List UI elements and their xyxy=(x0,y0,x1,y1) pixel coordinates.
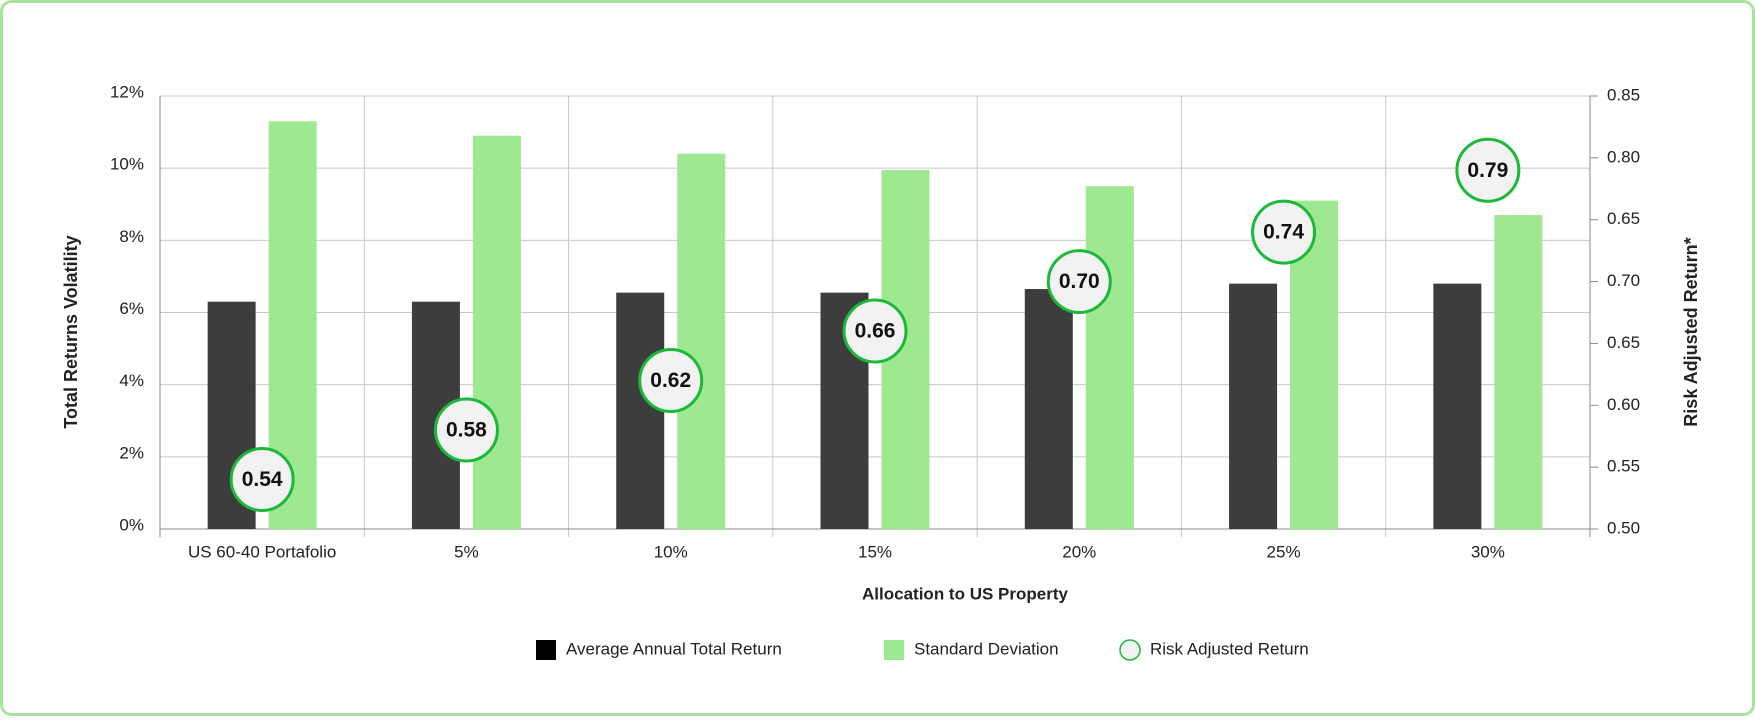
bar xyxy=(1024,289,1073,529)
legend-swatch xyxy=(884,640,904,660)
y-tick-label: 8% xyxy=(119,227,144,246)
risk-marker xyxy=(842,298,908,364)
bar xyxy=(1494,215,1543,529)
y2-tick-label: 0.65 xyxy=(1607,209,1640,228)
bar xyxy=(677,153,726,529)
x-tick-label: US 60-40 Portafolio xyxy=(188,542,336,561)
y2-tick-label: 0.50 xyxy=(1607,518,1640,537)
bar xyxy=(1229,283,1278,529)
y2-axis-title: Risk Adjusted Return* xyxy=(1681,237,1701,426)
y-tick-label: 2% xyxy=(119,443,144,462)
x-axis-title: Allocation to US Property xyxy=(862,584,1068,603)
data-label: 0.70 xyxy=(1059,270,1100,293)
bar xyxy=(472,135,521,530)
y2-tick-label: 0.80 xyxy=(1607,147,1640,166)
data-label: 0.58 xyxy=(446,419,487,442)
bar xyxy=(1085,186,1134,530)
y-tick-label: 10% xyxy=(110,155,144,174)
x-tick-label: 10% xyxy=(654,542,688,561)
y-tick-label: 6% xyxy=(119,299,144,318)
bar xyxy=(1433,283,1482,529)
y2-tick-label: 0.60 xyxy=(1607,395,1640,414)
y-tick-label: 12% xyxy=(110,82,144,101)
data-label: 0.62 xyxy=(650,369,691,392)
risk-marker xyxy=(1046,249,1112,315)
legend-swatch xyxy=(1119,639,1141,661)
x-tick-label: 15% xyxy=(858,542,892,561)
data-label: 0.66 xyxy=(855,320,896,343)
risk-marker xyxy=(1455,137,1521,203)
data-label: 0.79 xyxy=(1467,159,1508,182)
x-tick-label: 5% xyxy=(454,542,479,561)
y2-tick-label: 0.65 xyxy=(1607,333,1640,352)
risk-marker xyxy=(433,397,499,463)
legend-label: Average Annual Total Return xyxy=(566,639,782,658)
legend-swatch xyxy=(536,640,556,660)
risk-marker xyxy=(638,348,704,414)
x-tick-label: 25% xyxy=(1267,542,1301,561)
y-tick-label: 4% xyxy=(119,371,144,390)
bar xyxy=(616,292,665,529)
legend-label: Risk Adjusted Return xyxy=(1150,639,1309,658)
data-label: 0.74 xyxy=(1263,221,1304,244)
y2-tick-label: 0.85 xyxy=(1607,85,1640,104)
risk-marker xyxy=(229,447,295,513)
x-tick-label: 20% xyxy=(1062,542,1096,561)
y2-tick-label: 0.70 xyxy=(1607,271,1640,290)
data-label: 0.54 xyxy=(242,468,283,491)
y-axis-title: Total Returns Volatility xyxy=(61,235,81,428)
risk-marker xyxy=(1251,199,1317,265)
y2-tick-label: 0.55 xyxy=(1607,457,1640,476)
legend-label: Standard Deviation xyxy=(914,639,1059,658)
x-tick-label: 30% xyxy=(1471,542,1505,561)
y-tick-label: 0% xyxy=(119,515,144,534)
